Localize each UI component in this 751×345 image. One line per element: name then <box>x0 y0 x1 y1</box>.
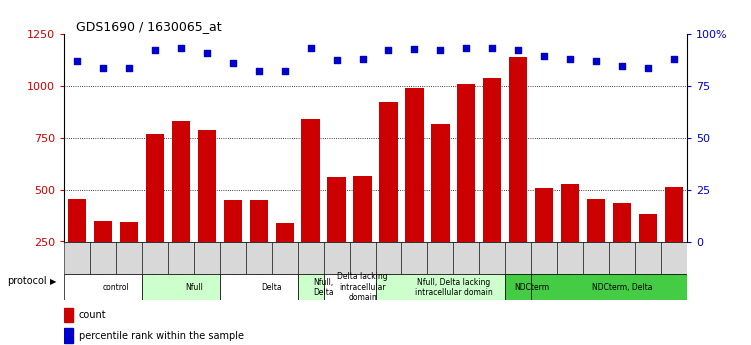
Bar <box>324 241 349 274</box>
Point <box>227 61 239 66</box>
Text: NDCterm: NDCterm <box>514 283 549 292</box>
Bar <box>297 241 324 274</box>
Bar <box>635 241 661 274</box>
Bar <box>172 121 190 242</box>
Bar <box>64 308 74 322</box>
Bar <box>146 134 164 242</box>
Bar <box>198 130 216 242</box>
Point <box>564 57 576 62</box>
Text: count: count <box>79 310 107 320</box>
Bar <box>587 199 605 242</box>
Bar <box>584 241 609 274</box>
Bar <box>119 222 138 242</box>
Point <box>460 45 472 51</box>
Bar <box>479 241 505 274</box>
Point <box>330 58 342 63</box>
Text: Delta lacking
intracellular
domain: Delta lacking intracellular domain <box>337 272 388 302</box>
Bar <box>376 274 505 300</box>
Bar <box>379 102 397 242</box>
Bar <box>484 78 502 242</box>
Bar <box>94 221 112 242</box>
Bar <box>661 241 687 274</box>
Bar <box>376 241 402 274</box>
Bar <box>272 241 297 274</box>
Point <box>617 63 629 68</box>
Bar <box>349 241 376 274</box>
Bar <box>64 274 142 300</box>
Bar <box>639 214 657 242</box>
Text: control: control <box>102 283 129 292</box>
Text: Nfull,
Delta: Nfull, Delta <box>313 277 334 297</box>
Bar <box>354 176 372 242</box>
Bar <box>249 200 267 242</box>
Bar <box>406 88 424 242</box>
Text: ▶: ▶ <box>50 277 57 286</box>
Bar <box>224 200 242 242</box>
Point <box>305 45 317 51</box>
Point <box>71 59 83 64</box>
Bar <box>535 188 553 241</box>
Point <box>642 65 654 70</box>
Bar <box>324 274 376 300</box>
Bar <box>613 203 632 241</box>
Point <box>97 65 109 70</box>
Bar <box>297 274 324 300</box>
Point <box>538 53 550 59</box>
Point <box>252 68 264 73</box>
Text: Nfull: Nfull <box>185 283 203 292</box>
Point <box>201 50 213 56</box>
Point <box>668 57 680 62</box>
Bar <box>301 119 320 242</box>
Bar <box>665 187 683 242</box>
Bar <box>509 57 527 241</box>
Bar <box>194 241 220 274</box>
Bar <box>532 241 557 274</box>
Bar <box>246 241 272 274</box>
Point <box>512 47 524 53</box>
Bar <box>220 241 246 274</box>
Bar <box>431 124 450 242</box>
Bar <box>532 274 687 300</box>
Point <box>434 47 446 53</box>
Bar <box>505 241 532 274</box>
Text: protocol: protocol <box>8 276 47 286</box>
Point <box>175 45 187 51</box>
Bar <box>609 241 635 274</box>
Bar <box>64 328 74 343</box>
Point <box>590 59 602 64</box>
Bar <box>64 241 90 274</box>
Text: NDCterm, Delta: NDCterm, Delta <box>592 283 653 292</box>
Point <box>149 47 161 53</box>
Bar <box>142 241 167 274</box>
Bar <box>457 84 475 242</box>
Bar <box>402 241 427 274</box>
Bar <box>90 241 116 274</box>
Point <box>357 57 369 62</box>
Text: Nfull, Delta lacking
intracellular domain: Nfull, Delta lacking intracellular domai… <box>415 277 493 297</box>
Bar <box>116 241 142 274</box>
Bar <box>220 274 297 300</box>
Point <box>409 46 421 52</box>
Text: GDS1690 / 1630065_at: GDS1690 / 1630065_at <box>77 20 222 33</box>
Bar <box>327 177 345 242</box>
Bar <box>505 274 532 300</box>
Bar <box>276 223 294 241</box>
Point <box>279 68 291 73</box>
Text: Delta: Delta <box>261 283 282 292</box>
Bar <box>557 241 584 274</box>
Bar <box>427 241 454 274</box>
Point <box>382 47 394 53</box>
Text: percentile rank within the sample: percentile rank within the sample <box>79 331 244 341</box>
Bar <box>454 241 479 274</box>
Bar <box>142 274 220 300</box>
Point <box>487 45 499 51</box>
Bar <box>68 199 86 242</box>
Bar <box>561 184 579 242</box>
Bar <box>167 241 194 274</box>
Point <box>122 65 134 70</box>
